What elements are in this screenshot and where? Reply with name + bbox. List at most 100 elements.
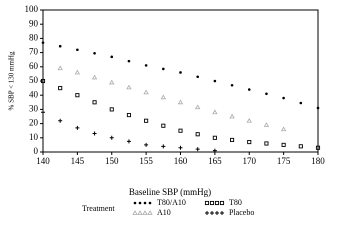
marker-dot — [143, 201, 147, 205]
marker-square — [40, 78, 46, 84]
marker-plus — [212, 148, 217, 153]
marker-triangle — [142, 210, 148, 215]
marker-plus — [75, 125, 80, 130]
marker-square — [264, 141, 269, 146]
x-tick-label: 165 — [208, 156, 222, 166]
x-tick-label: 155 — [139, 156, 153, 166]
marker-plus — [215, 211, 219, 215]
marker-triangle — [194, 104, 201, 110]
marker-square — [298, 144, 303, 149]
y-tick-label: 20 — [29, 118, 39, 128]
marker-dot — [247, 88, 251, 91]
y-tick-label: 0 — [34, 146, 39, 156]
legend-label: T80/A10 — [157, 198, 186, 207]
marker-triangle — [137, 210, 143, 215]
marker-triangle — [109, 79, 115, 85]
x-tick-label: 180 — [311, 156, 325, 166]
x-tick-label: 160 — [174, 156, 188, 166]
marker-square — [247, 140, 252, 145]
marker-dot — [230, 83, 234, 87]
marker-triangle — [74, 69, 81, 75]
marker-triangle — [147, 210, 153, 215]
marker-triangle — [57, 65, 63, 71]
marker-plus — [144, 142, 149, 147]
y-tick-label: 70 — [29, 47, 39, 57]
marker-square — [161, 123, 166, 128]
marker-dot — [162, 67, 165, 71]
marker-square — [58, 86, 63, 91]
marker-plus — [210, 211, 214, 215]
marker-triangle — [132, 210, 138, 215]
marker-square — [212, 135, 217, 140]
marker-square — [214, 200, 220, 206]
marker-square — [230, 137, 235, 142]
marker-triangle — [212, 109, 218, 115]
y-axis-label: % SBP < 130 mmHg — [8, 51, 16, 110]
y-tick-label: 90 — [29, 18, 39, 28]
marker-square — [144, 118, 149, 123]
marker-dot — [299, 101, 303, 105]
marker-plus — [220, 211, 224, 215]
chart: Baseline SBP (mmHg) % SBP < 130 mmHg Tre… — [8, 4, 326, 217]
marker-triangle — [126, 84, 132, 90]
x-tick-label: 150 — [105, 156, 119, 166]
marker-dot — [282, 96, 285, 100]
y-tick-label: 50 — [29, 75, 39, 85]
marker-square — [109, 107, 114, 112]
marker-square — [315, 145, 321, 150]
marker-plus — [58, 118, 63, 123]
legend-title: Treatment — [82, 204, 115, 213]
y-tick-label: 60 — [29, 61, 39, 71]
marker-dot — [179, 71, 182, 74]
marker-triangle — [177, 99, 184, 105]
marker-dot — [144, 64, 148, 67]
marker-dot — [93, 52, 96, 55]
y-tick-label: 80 — [29, 32, 39, 42]
marker-square — [126, 113, 131, 118]
marker-plus — [126, 139, 131, 144]
x-tick-label: 175 — [277, 156, 291, 166]
marker-plus — [92, 131, 97, 136]
marker-dot — [265, 92, 268, 96]
y-tick-label: 100 — [25, 4, 39, 14]
marker-square — [281, 142, 286, 147]
marker-triangle — [229, 113, 235, 119]
x-tick-label: 170 — [243, 156, 257, 166]
marker-dot — [133, 201, 137, 205]
marker-triangle — [263, 122, 270, 127]
marker-dot — [196, 75, 199, 79]
y-tick-label: 30 — [29, 103, 39, 113]
marker-plus — [178, 145, 183, 150]
marker-dot — [41, 41, 45, 44]
marker-plus — [109, 135, 114, 140]
marker-dot — [127, 59, 131, 63]
marker-square — [75, 93, 80, 98]
y-tick-label: 10 — [29, 132, 39, 142]
marker-dot — [138, 201, 142, 205]
marker-triangle — [143, 89, 149, 95]
x-tick-label: 145 — [71, 156, 85, 166]
marker-plus — [195, 147, 200, 152]
marker-plus — [161, 144, 166, 149]
legend-label: Placebo — [229, 208, 254, 217]
marker-dot — [316, 106, 320, 110]
x-axis-label: Baseline SBP (mmHg) — [129, 187, 211, 197]
marker-triangle — [160, 94, 167, 100]
marker-dot — [148, 201, 152, 205]
legend-label: A10 — [157, 208, 171, 217]
marker-plus — [41, 110, 45, 115]
marker-square — [178, 128, 183, 133]
marker-plus — [205, 211, 209, 215]
marker-dot — [213, 79, 217, 83]
marker-dot — [58, 44, 62, 48]
y-tick-label: 40 — [29, 89, 39, 99]
marker-dot — [76, 48, 79, 52]
marker-triangle — [280, 126, 287, 132]
plot-frame — [42, 9, 319, 153]
marker-square — [209, 200, 215, 206]
marker-triangle — [91, 74, 98, 80]
marker-square — [219, 200, 225, 206]
legend-label: T80 — [229, 198, 242, 207]
marker-triangle — [246, 117, 252, 123]
marker-square — [195, 132, 200, 137]
